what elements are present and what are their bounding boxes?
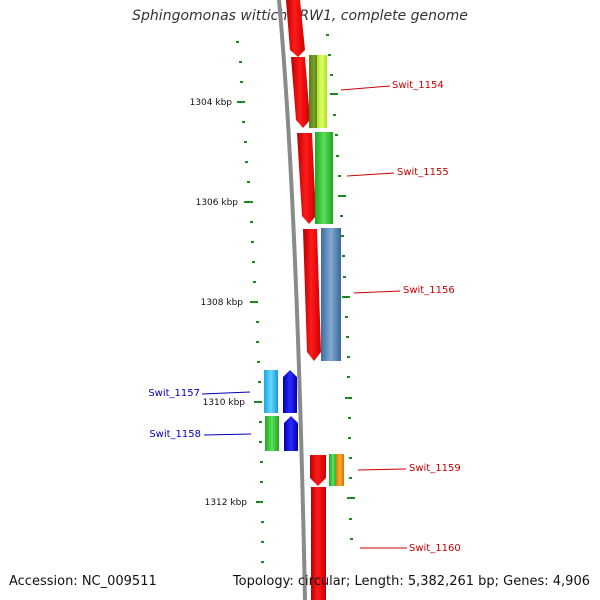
gene-swit-1157-a[interactable] (264, 370, 278, 413)
ruler-ticks-outer (236, 41, 264, 563)
gene-swit-1154-b[interactable] (317, 55, 327, 128)
gene-swit-1154-a[interactable] (309, 55, 319, 128)
ruler-label: 1310 kbp (203, 398, 246, 408)
gene-label-swit-1154[interactable]: Swit_1154 (392, 80, 444, 91)
topology-text: Topology: circular; Length: 5,382,261 bp… (232, 574, 590, 589)
track-segment (311, 487, 326, 600)
ruler-label: 1304 kbp (190, 98, 233, 108)
ruler-label: 1306 kbp (196, 198, 239, 208)
gene-label-swit-1156[interactable]: Swit_1156 (403, 285, 455, 296)
track-segment (286, 0, 305, 57)
genome-backbone (277, 0, 307, 600)
gene-swit-1156[interactable] (321, 228, 341, 361)
forward-genes (309, 55, 344, 486)
label-leaders (201, 85, 407, 549)
ruler-ticks-inner (326, 34, 355, 540)
ruler-label: 1312 kbp (205, 498, 248, 508)
reverse-genes (264, 370, 298, 451)
ruler-label: 1308 kbp (201, 298, 244, 308)
track-segment (303, 229, 321, 361)
gene-swit-1155[interactable] (315, 132, 333, 224)
gene-label-swit-1157[interactable]: Swit_1157 (148, 388, 200, 399)
gene-label-swit-1160[interactable]: Swit_1160 (409, 543, 461, 554)
gene-swit-1158-b[interactable] (284, 416, 298, 451)
track-segment (291, 57, 310, 128)
genome-track (286, 0, 326, 600)
gene-label-swit-1159[interactable]: Swit_1159 (409, 463, 461, 474)
gene-label-swit-1158[interactable]: Swit_1158 (149, 429, 201, 440)
track-segment (310, 455, 326, 486)
gene-swit-1159-a[interactable] (329, 454, 337, 486)
gene-swit-1157-b[interactable] (283, 370, 297, 413)
gene-swit-1159-b[interactable] (336, 454, 344, 486)
gene-label-swit-1155[interactable]: Swit_1155 (397, 167, 449, 178)
track-segment (297, 133, 316, 224)
gene-swit-1158-a[interactable] (265, 416, 279, 451)
accession-text: Accession: NC_009511 (9, 574, 157, 589)
